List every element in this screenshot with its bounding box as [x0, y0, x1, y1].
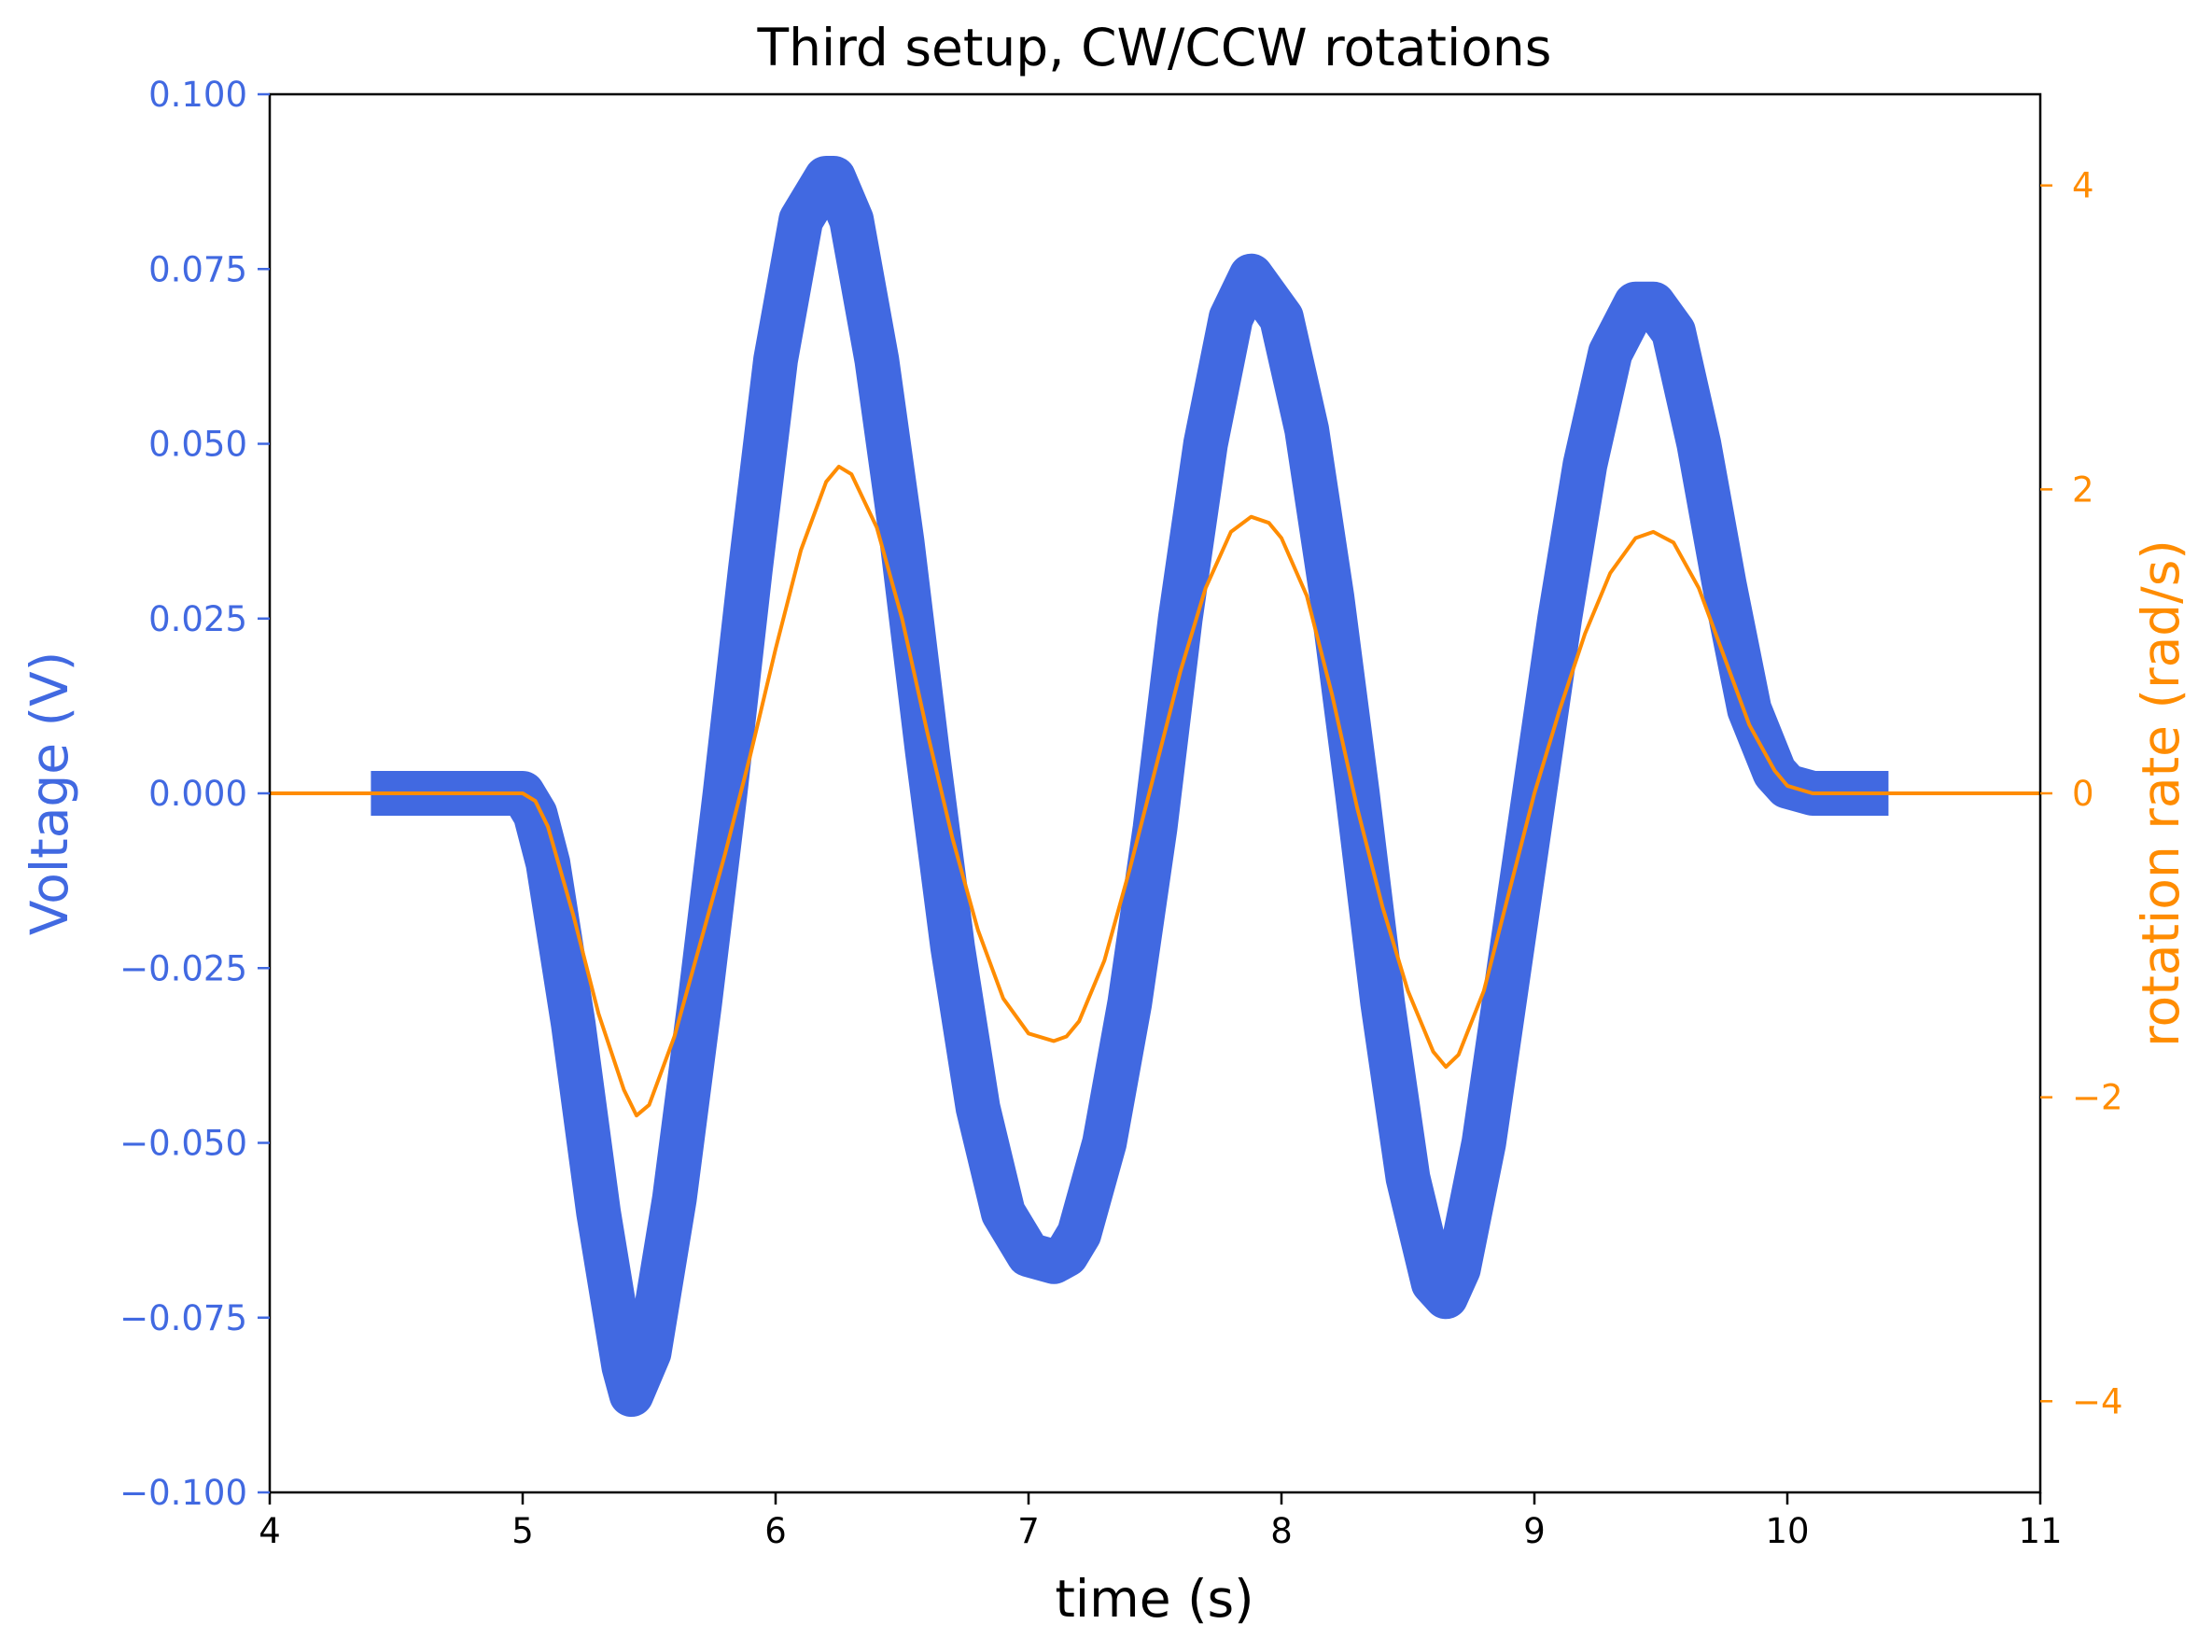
right-tick-label: 4: [2072, 166, 2094, 206]
voltage-series-group: [371, 155, 1889, 1418]
x-tick-label: 6: [764, 1511, 787, 1551]
chart-title: Third setup, CW/CCW rotations: [757, 18, 1552, 77]
right-tick-label: −2: [2072, 1078, 2123, 1118]
x-axis-label: time (s): [1055, 1569, 1253, 1629]
left-tick-label: 0.075: [148, 249, 247, 289]
left-tick-label: −0.050: [119, 1124, 247, 1164]
left-axis-ticks: −0.100 −0.075 −0.050 −0.025 0.000 0.025 0.050 0…: [119, 75, 270, 1513]
left-tick-label: 0.100: [148, 75, 247, 115]
left-tick-label: −0.075: [119, 1298, 247, 1338]
left-tick-label: 0.025: [148, 599, 247, 639]
rotation-rate-line: [268, 464, 2042, 1118]
left-axis-label: Voltage (V): [20, 651, 79, 935]
left-tick-label: 0.000: [148, 774, 247, 814]
x-tick-label: 5: [511, 1511, 534, 1551]
right-tick-label: 0: [2072, 774, 2094, 814]
left-tick-label: 0.050: [148, 425, 247, 465]
x-tick-label: 10: [1765, 1511, 1809, 1551]
x-axis-ticks: 4 5 6 7 8 9 10 11: [259, 1492, 2063, 1551]
left-tick-label: −0.100: [119, 1473, 247, 1513]
x-tick-label: 8: [1270, 1511, 1293, 1551]
left-tick-label: −0.025: [119, 948, 247, 988]
right-axis-ticks: −4 −2 0 2 4: [2040, 166, 2123, 1421]
right-axis-label: rotation rate (rad/s): [2131, 539, 2191, 1047]
x-tick-label: 4: [259, 1511, 281, 1551]
x-tick-label: 7: [1017, 1511, 1040, 1551]
x-tick-label: 9: [1523, 1511, 1546, 1551]
voltage-line: [371, 155, 1889, 1418]
x-tick-label: 11: [2018, 1511, 2062, 1551]
right-tick-label: 2: [2072, 469, 2094, 510]
rotation-series-group: [268, 464, 2042, 1118]
right-tick-label: −4: [2072, 1381, 2123, 1421]
